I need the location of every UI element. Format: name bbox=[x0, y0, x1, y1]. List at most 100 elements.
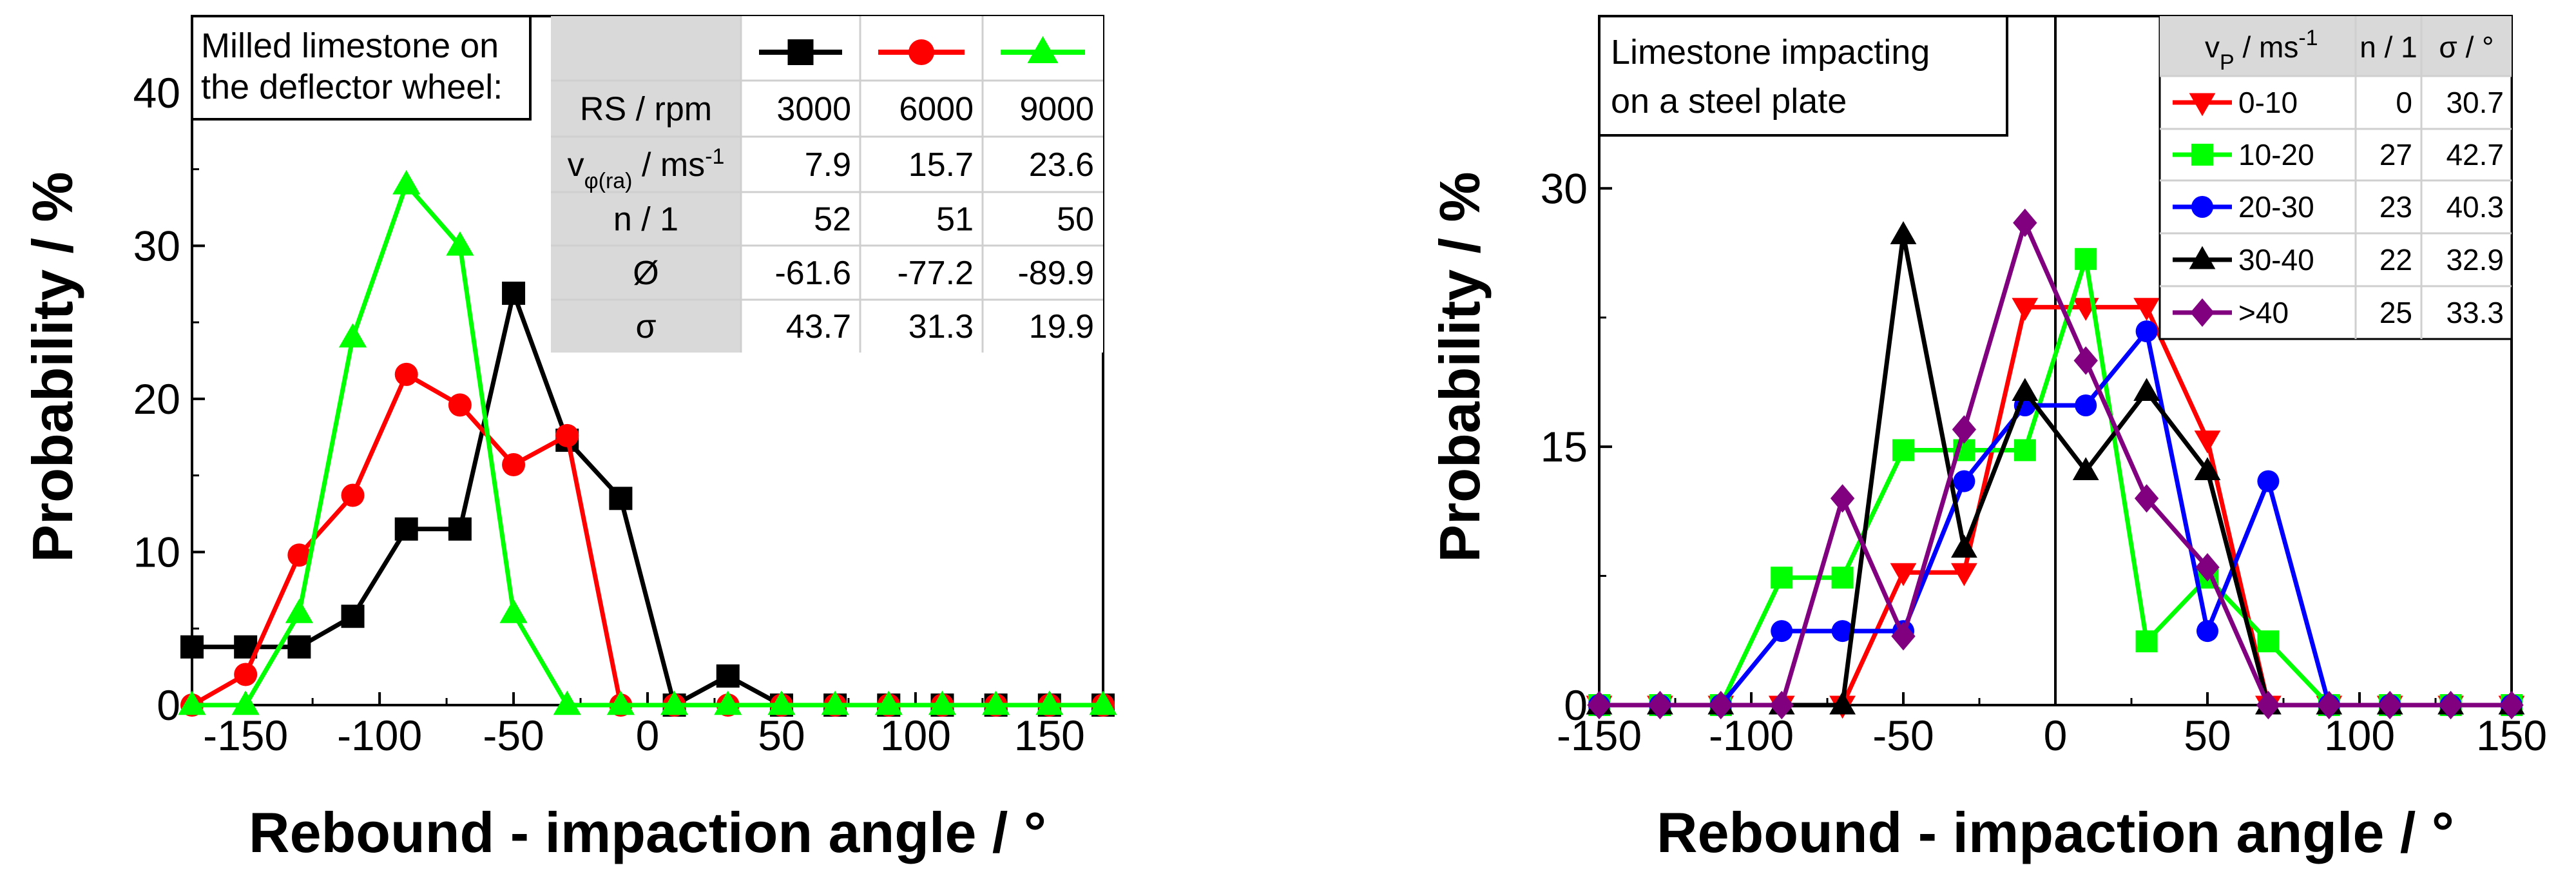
data-point->40 bbox=[2317, 690, 2341, 720]
table-cell-sigma: 33.3 bbox=[2446, 296, 2504, 329]
data-point-9000 bbox=[1089, 690, 1117, 715]
series-group bbox=[1586, 208, 2525, 720]
data-point-30-40 bbox=[2194, 457, 2221, 480]
table-cell: 3000 bbox=[776, 91, 851, 128]
x-tick-label: 150 bbox=[2476, 712, 2547, 759]
data-point->40 bbox=[1769, 690, 1794, 720]
y-tick-label: 30 bbox=[1541, 164, 1588, 212]
data-point->40 bbox=[2195, 553, 2220, 582]
data-point-6000 bbox=[287, 543, 311, 567]
y-tick-label: 20 bbox=[133, 375, 180, 423]
legend-marker->40 bbox=[2190, 298, 2215, 327]
x-tick-label: 50 bbox=[2184, 712, 2231, 759]
annotation-box bbox=[191, 15, 532, 121]
x-tick-label: -150 bbox=[1557, 712, 1642, 759]
data-point-30-40 bbox=[1951, 534, 1977, 558]
x-tick-label: 100 bbox=[880, 712, 951, 759]
table-cell: 31.3 bbox=[908, 308, 974, 345]
x-tick-label: -50 bbox=[1872, 712, 1934, 759]
data-point-0-10 bbox=[2194, 430, 2221, 454]
y-tick-label: 30 bbox=[133, 222, 180, 269]
data-point->40 bbox=[2378, 690, 2402, 720]
data-point-9000 bbox=[606, 690, 635, 715]
data-point-9000 bbox=[285, 598, 313, 623]
data-point-9000 bbox=[928, 690, 957, 715]
chart-left: -150 -100 -50 0 50 100 150 0 10 20 30 40 Rebound - i… bbox=[21, 15, 1117, 864]
data-point-0-10 bbox=[1951, 563, 1977, 587]
annotation-line: Limestone impacting bbox=[1611, 33, 1930, 72]
data-point->40 bbox=[1709, 690, 1733, 720]
data-point-3000 bbox=[609, 487, 633, 510]
data-point-3000 bbox=[716, 664, 740, 688]
table-header-sigma: σ / ° bbox=[2439, 30, 2494, 64]
table-cell: 7.9 bbox=[805, 146, 851, 184]
data-point-9000 bbox=[1035, 690, 1064, 715]
table-header-bg bbox=[2160, 16, 2512, 76]
data-point-20-30 bbox=[1953, 470, 1975, 492]
annotation-line: the deflector wheel: bbox=[201, 68, 503, 106]
table-cell: 6000 bbox=[899, 91, 974, 128]
data-point-9000 bbox=[499, 598, 528, 623]
data-point-6000 bbox=[555, 423, 579, 447]
data-point-9000 bbox=[231, 690, 260, 715]
table-row-label: 0-10 bbox=[2238, 86, 2298, 119]
legend-marker-9000 bbox=[1027, 36, 1059, 63]
data-point-9000 bbox=[446, 231, 474, 256]
data-point-20-30 bbox=[1771, 620, 1793, 643]
data-point-3000 bbox=[394, 517, 418, 541]
table-row-label: σ bbox=[635, 308, 656, 345]
x-axis-title: Rebound - impaction angle / ° bbox=[249, 800, 1046, 864]
data-point->40 bbox=[1648, 690, 1673, 720]
table-row-label: >40 bbox=[2238, 296, 2289, 329]
table-row-label: Ø bbox=[633, 255, 658, 292]
table-cell-sigma: 30.7 bbox=[2446, 86, 2504, 119]
data-point-10-20 bbox=[2075, 247, 2097, 270]
legend-marker-0-10 bbox=[2189, 93, 2216, 117]
table-row-label: n / 1 bbox=[613, 201, 678, 238]
x-axis-title: Rebound - impaction angle / ° bbox=[1657, 800, 2454, 864]
data-point-6000 bbox=[448, 393, 472, 417]
x-tick-label: 0 bbox=[2044, 712, 2068, 759]
data-point-30-40 bbox=[1829, 691, 1856, 715]
data-point->40 bbox=[1891, 622, 1916, 651]
data-point-6000 bbox=[341, 483, 365, 507]
series-line->40 bbox=[1599, 220, 2512, 708]
table-cell-n: 22 bbox=[2379, 243, 2412, 276]
data-point->40 bbox=[1830, 484, 1855, 513]
data-point-6000 bbox=[502, 453, 526, 477]
table-cell-sigma: 32.9 bbox=[2446, 243, 2504, 276]
data-point-30-40 bbox=[2072, 457, 2099, 480]
table-row-label: 30-40 bbox=[2238, 243, 2314, 276]
y-axis-title: Probability / % bbox=[1428, 171, 1492, 562]
data-point-10-20 bbox=[1831, 567, 1854, 589]
data-point-9000 bbox=[874, 690, 903, 715]
table-cell: 43.7 bbox=[786, 308, 851, 345]
data-point-6000 bbox=[234, 663, 258, 686]
data-point-0-10 bbox=[2012, 298, 2039, 321]
data-point-0-10 bbox=[2133, 298, 2160, 321]
table-row-label: vφ(ra) / ms-1 bbox=[568, 144, 725, 193]
table-label-column bbox=[551, 16, 741, 353]
data-point-0-10 bbox=[1890, 563, 1917, 587]
stats-table: vP / ms-1 n / 1 σ / ° 0-10 0 30.7 10-20 27 42.7 2… bbox=[2158, 15, 2513, 340]
data-point->40 bbox=[2013, 208, 2037, 237]
table-cell: 15.7 bbox=[908, 146, 974, 184]
data-point-6000 bbox=[394, 362, 418, 386]
annotation-box bbox=[1598, 15, 2008, 137]
x-tick-label: -100 bbox=[1709, 712, 1794, 759]
table-cell-sigma: 42.7 bbox=[2446, 138, 2504, 171]
table-cell-sigma: 40.3 bbox=[2446, 190, 2504, 224]
x-tick-label: 50 bbox=[758, 712, 805, 759]
table-cell: 23.6 bbox=[1029, 146, 1094, 184]
table-row-label: RS / rpm bbox=[580, 91, 712, 128]
table-cell-n: 23 bbox=[2379, 190, 2412, 224]
table-row-label: 10-20 bbox=[2238, 138, 2314, 171]
data-point->40 bbox=[2499, 690, 2524, 720]
y-tick-label: 15 bbox=[1541, 423, 1588, 470]
data-point-9000 bbox=[178, 690, 206, 715]
x-tick-label: 100 bbox=[2324, 712, 2395, 759]
data-point->40 bbox=[2256, 690, 2281, 720]
table-header-n: n / 1 bbox=[2360, 30, 2417, 64]
annotation: Limestone impacting on a steel plate bbox=[1598, 15, 2008, 137]
